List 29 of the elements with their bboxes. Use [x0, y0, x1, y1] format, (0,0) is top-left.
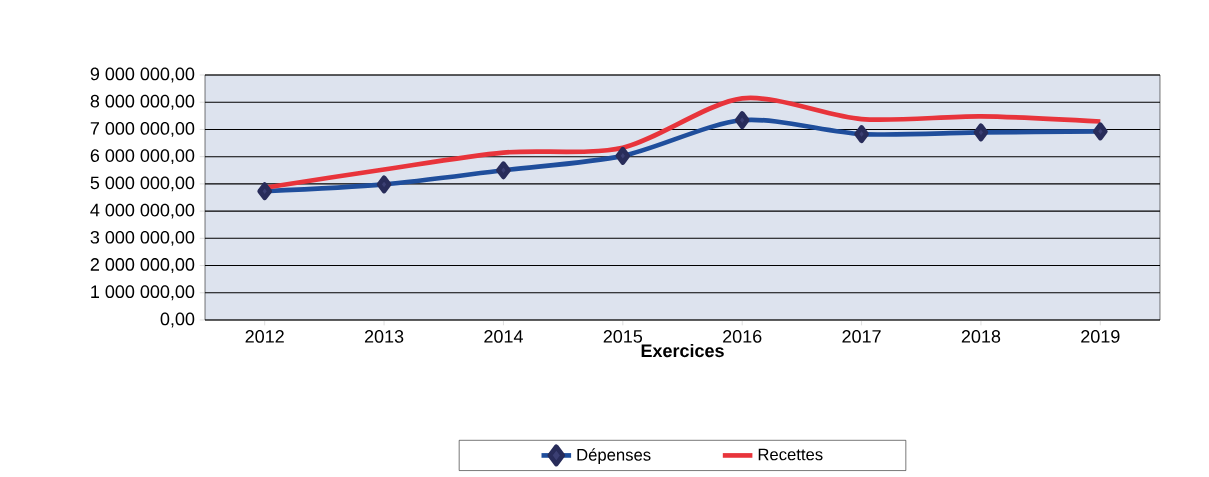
y-tick-label: 7 000 000,00: [90, 122, 195, 137]
y-tick-label: 6 000 000,00: [90, 149, 195, 165]
x-tick-label: 2017: [842, 330, 881, 343]
x-tick-label: 2018: [961, 330, 1001, 343]
y-tick-label: 0,00: [160, 312, 195, 328]
point: [376, 175, 392, 194]
x-tick-label: 2019: [1081, 330, 1120, 343]
x-tick-label: 2016: [723, 330, 762, 343]
legend-label: Recettes: [758, 448, 823, 461]
x-tick-label: 2013: [364, 330, 404, 343]
x-tick-label: 2012: [245, 330, 284, 343]
point: [496, 161, 511, 180]
y-tick-label: 4 000 000,00: [90, 203, 195, 219]
point: [734, 111, 750, 130]
y-tick-label: 5 000 000,00: [90, 176, 195, 192]
legend-label: Dépenses: [577, 448, 651, 465]
y-tick-label: 3 000 000,00: [90, 230, 195, 246]
y-tick-label: 8 000 000,00: [90, 94, 195, 110]
point: [257, 182, 273, 201]
y-tick-label: 1 000 000,00: [91, 285, 195, 301]
x-tick-label: 2015: [603, 330, 643, 343]
point: [854, 125, 869, 144]
x-axis-title: Exercices: [641, 343, 724, 358]
point: [1092, 122, 1108, 141]
point: [973, 123, 989, 142]
y-tick-label: 2 000 000,00: [90, 258, 195, 273]
point: [615, 146, 631, 165]
x-tick-label: 2014: [484, 330, 523, 343]
y-tick-label: 9 000 000,00: [90, 67, 195, 83]
